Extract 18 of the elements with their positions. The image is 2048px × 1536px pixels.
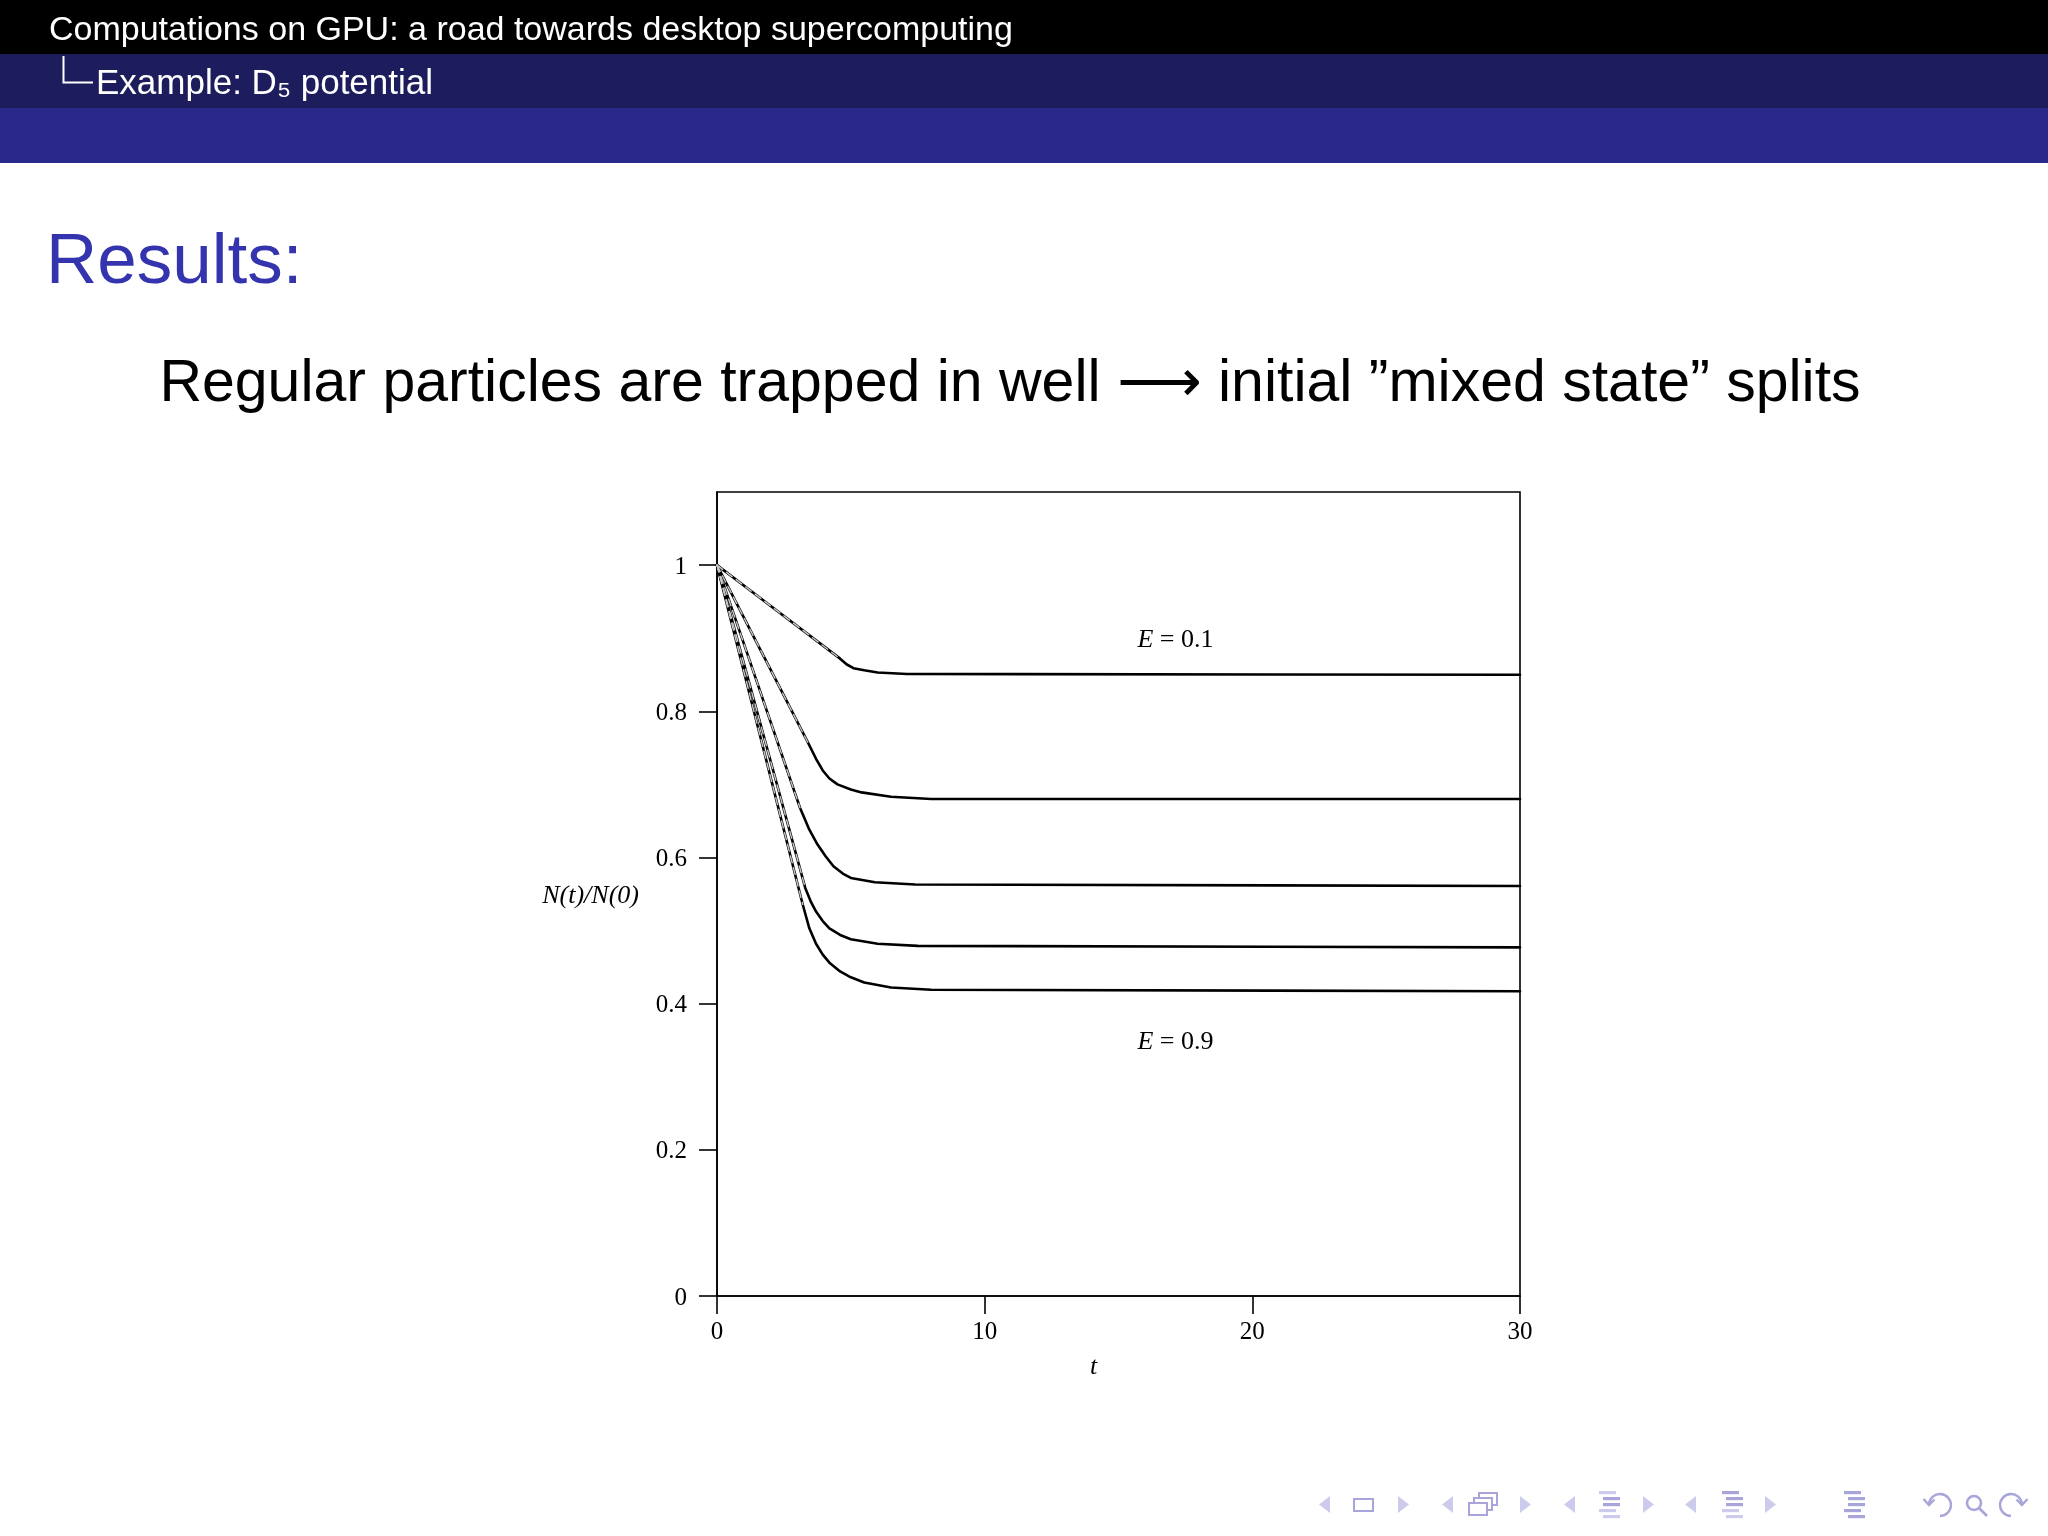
y-tick-label: 0.2	[655, 1136, 687, 1164]
series-label: E = 0.9	[1136, 1025, 1214, 1055]
y-tick-label: 0	[674, 1282, 687, 1310]
chart-subtitle: Regular particles are trapped in well ⟶ initial ”mixed state” splits	[159, 348, 1861, 414]
x-tick-label: 20	[1239, 1317, 1265, 1344]
series-label: E = 0.1	[1136, 624, 1214, 654]
x-tick-label: 30	[1507, 1317, 1533, 1344]
x-axis-title: t	[1089, 1350, 1098, 1380]
y-tick-label: 0.8	[655, 697, 687, 725]
text: Example: D₅ potential	[96, 61, 434, 103]
y-tick-label: 1	[674, 551, 687, 579]
y-tick-label: 0.4	[655, 990, 688, 1018]
y-axis-title: N(t)/N(0)	[541, 879, 639, 909]
text: Computations on GPU: a road towards desktop supercomputing	[49, 8, 1013, 49]
y-tick-label: 0.6	[655, 843, 687, 871]
chart-title: Results:	[46, 218, 303, 300]
x-tick-label: 10	[972, 1317, 998, 1344]
x-tick-label: 0	[710, 1317, 724, 1344]
